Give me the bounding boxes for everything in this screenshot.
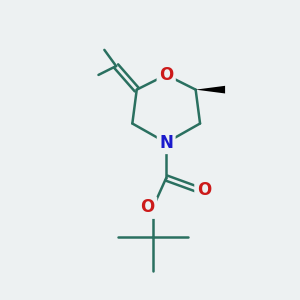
Text: O: O bbox=[140, 198, 155, 216]
Text: N: N bbox=[159, 134, 173, 152]
Text: O: O bbox=[197, 181, 211, 199]
Text: O: O bbox=[159, 66, 173, 84]
Polygon shape bbox=[196, 86, 225, 94]
